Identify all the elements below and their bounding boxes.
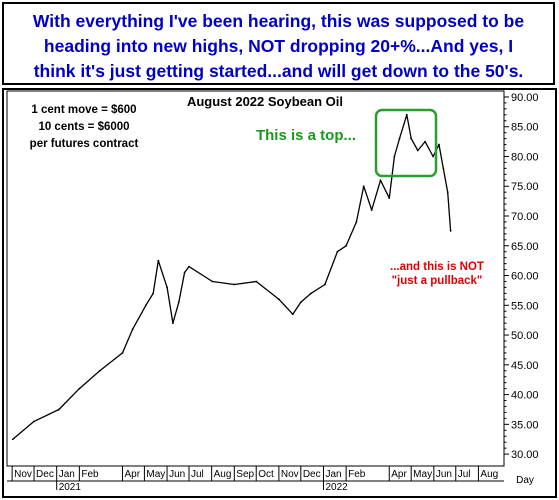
- info-line-2: 10 cents = $6000: [38, 121, 129, 133]
- x-year-label: 2021: [59, 482, 82, 493]
- y-tick-label: 70.00: [511, 211, 539, 223]
- price-point: [345, 244, 348, 247]
- pullback-annotation-line-1: ...and this is NOT: [390, 261, 484, 273]
- y-tick-label: 40.00: [511, 390, 539, 402]
- price-point: [144, 304, 147, 307]
- x-month-label: Aug: [214, 469, 232, 480]
- y-tick-label: 50.00: [511, 330, 539, 342]
- x-month-label: Oct: [258, 469, 274, 480]
- chart-frame: [2, 88, 557, 498]
- price-point: [310, 292, 312, 295]
- y-tick-label: 55.00: [511, 300, 539, 312]
- x-month-label: Apr: [391, 469, 407, 480]
- x-month-label: Nov: [14, 469, 32, 480]
- info-box: 1 cent move = $600 10 cents = $6000 per …: [30, 104, 139, 150]
- price-point: [379, 179, 382, 182]
- x-month-label: Apr: [124, 469, 140, 480]
- headline-line-1: With everything I've been hearing, this …: [32, 11, 525, 31]
- price-point: [324, 283, 326, 286]
- series-layer: [11, 113, 452, 441]
- price-point: [166, 286, 168, 289]
- price-point: [78, 387, 81, 390]
- info-line-1: 1 cent move = $600: [31, 104, 136, 116]
- price-point: [370, 209, 373, 211]
- price-point: [432, 155, 435, 158]
- x-month-label: May: [146, 469, 165, 480]
- y-tick-label: 85.00: [511, 122, 539, 134]
- price-point: [33, 420, 35, 423]
- info-line-3: per futures contract: [30, 138, 139, 150]
- x-month-label: Jun: [169, 469, 185, 480]
- x-month-label: Sep: [236, 469, 254, 480]
- headline-line-3: think it's just getting started...and wi…: [33, 61, 524, 81]
- price-point: [446, 191, 449, 194]
- y-tick-label: 75.00: [511, 181, 539, 193]
- y-tick-label: 65.00: [511, 241, 539, 253]
- x-month-label: Jul: [191, 469, 204, 480]
- x-axis-label: Day: [516, 475, 534, 486]
- price-point: [98, 369, 101, 372]
- plot-area: [6, 90, 505, 467]
- price-point: [424, 140, 426, 143]
- x-axis: Nov Dec Jan Feb Apr May Jun Jul Aug Sep Oct Nov Dec J…: [7, 466, 504, 493]
- price-point: [57, 408, 60, 411]
- price-point: [233, 283, 236, 286]
- x-month-label: Feb: [81, 469, 99, 480]
- x-year-label: 2022: [325, 482, 348, 493]
- price-point: [183, 271, 186, 274]
- price-point: [131, 328, 134, 330]
- price-series-line: [12, 114, 452, 440]
- price-point: [438, 143, 440, 146]
- y-tick-label: 45.00: [511, 360, 539, 372]
- x-month-label: Jan: [59, 469, 75, 480]
- x-month-label: May: [413, 469, 432, 480]
- chart-title: August 2022 Soybean Oil: [187, 94, 343, 109]
- headline-line-2: heading into new highs, NOT dropping 20+…: [43, 36, 514, 56]
- top-annotation: This is a top...: [256, 127, 356, 144]
- top-highlight-box: [374, 108, 438, 178]
- price-point: [416, 149, 419, 152]
- price-point: [211, 280, 214, 283]
- price-point: [11, 438, 14, 441]
- plot-border: [6, 90, 505, 467]
- price-point: [393, 155, 396, 158]
- y-tick-label: 35.00: [511, 419, 539, 431]
- x-month-label: Dec: [36, 469, 54, 480]
- price-point: [188, 265, 190, 268]
- price-point: [449, 229, 452, 232]
- price-point: [355, 221, 358, 223]
- x-month-label: Dec: [303, 469, 321, 480]
- x-month-label: Jan: [325, 469, 341, 480]
- x-month-label: Aug: [480, 469, 498, 480]
- price-point: [299, 301, 302, 304]
- x-month-label: Jul: [458, 469, 471, 480]
- price-point: [442, 167, 445, 170]
- y-axis: 30.00 35.00 40.00 45.00 50.00 55.00 60.00 65.00…: [504, 92, 539, 461]
- price-point: [277, 298, 280, 301]
- y-tick-label: 80.00: [511, 151, 539, 163]
- x-month-label: Feb: [348, 469, 366, 480]
- price-point: [157, 259, 160, 262]
- price-point: [177, 301, 180, 304]
- price-point: [410, 137, 413, 140]
- price-point: [336, 250, 339, 253]
- price-point: [362, 185, 365, 188]
- y-tick-label: 90.00: [511, 92, 539, 104]
- price-point: [152, 292, 155, 295]
- pullback-annotation-line-2: "just a pullback": [392, 275, 483, 287]
- price-point: [388, 197, 391, 200]
- price-point: [172, 322, 174, 325]
- price-point: [255, 280, 258, 283]
- x-month-label: Jun: [436, 469, 452, 480]
- y-tick-label: 60.00: [511, 271, 539, 283]
- price-point: [121, 352, 124, 354]
- price-point: [291, 313, 294, 316]
- x-month-label: Nov: [281, 469, 299, 480]
- price-point: [398, 137, 401, 140]
- price-point: [405, 113, 408, 116]
- headline-banner: With everything I've been hearing, this …: [2, 2, 555, 85]
- y-tick-label: 30.00: [511, 449, 539, 461]
